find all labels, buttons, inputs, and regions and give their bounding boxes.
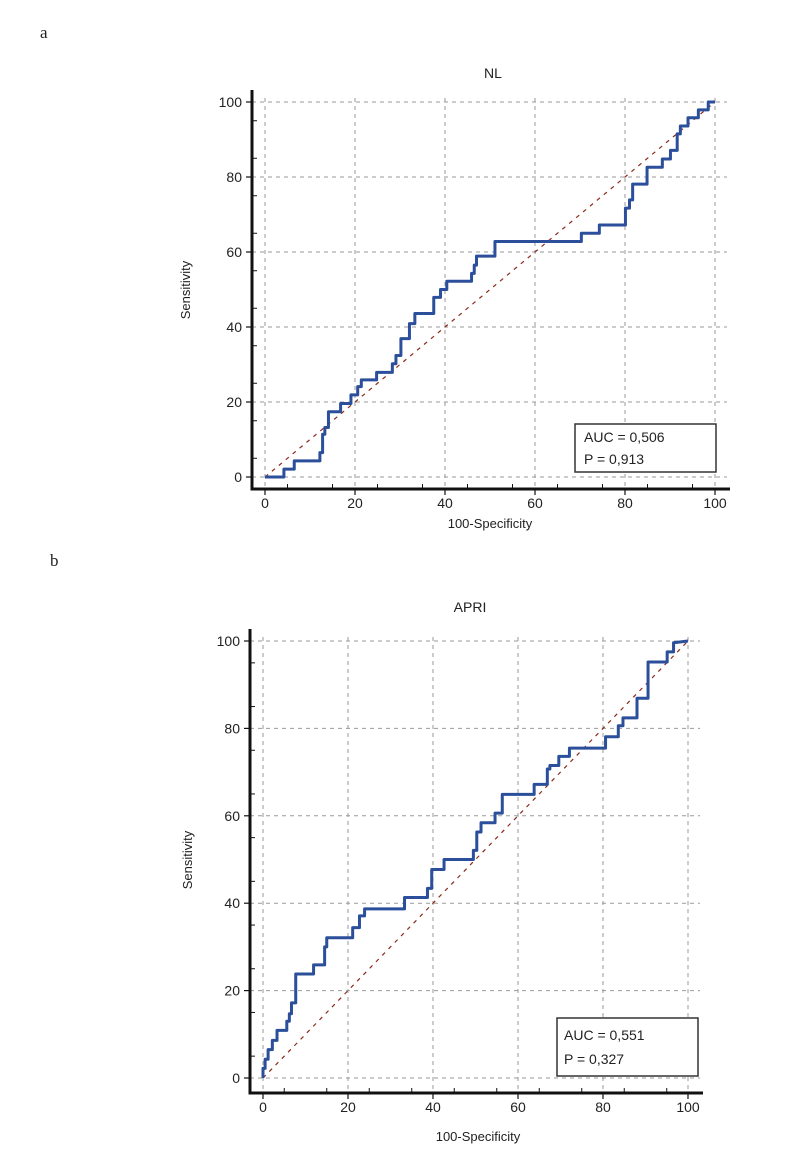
panel-label-b: b	[50, 551, 59, 570]
y-tick-label: 0	[234, 469, 242, 485]
roc-curve	[265, 100, 715, 479]
x-tick-label: 0	[259, 1099, 267, 1115]
grid: 0 20 40 60 80 100 0 20 40 60 80 100	[219, 90, 730, 511]
grid: 0 20 40 60 80 100 0 20 40 60 80 100	[217, 629, 703, 1115]
x-tick-label: 40	[437, 495, 453, 511]
reference-diagonal	[262, 640, 689, 1079]
x-tick-label: 100	[703, 495, 727, 511]
roc-curve	[261, 639, 689, 1078]
y-tick-label: 60	[226, 244, 242, 260]
chart-title: APRI	[454, 599, 487, 615]
x-tick-label: 60	[527, 495, 543, 511]
annotation-box	[556, 1017, 699, 1077]
roc-chart-apri: 0 20 40 60 80 100 0 20 40 60 80 100 APRI 100-Specif…	[180, 599, 703, 1144]
roc-chart-nl: 0 20 40 60 80 100 0 20 40 60 80 100 NL 100-Specific…	[178, 65, 730, 531]
y-tick-label: 20	[224, 983, 240, 999]
y-tick-label: 100	[219, 94, 243, 110]
y-tick-label: 0	[232, 1070, 240, 1086]
y-tick-label: 60	[224, 808, 240, 824]
x-tick-label: 0	[261, 495, 269, 511]
panel-label-a: a	[40, 23, 48, 42]
y-axis-label: Sensitivity	[178, 260, 193, 319]
x-tick-label: 100	[676, 1099, 700, 1115]
y-tick-label: 80	[226, 169, 242, 185]
y-tick-label: 80	[224, 720, 240, 736]
reference-diagonal	[264, 101, 716, 478]
auc-label: AUC = 0,551	[564, 1027, 645, 1043]
chart-title: NL	[484, 65, 502, 81]
y-tick-label: 40	[226, 319, 242, 335]
p-value-label: P = 0,327	[564, 1051, 624, 1067]
x-tick-label: 80	[595, 1099, 611, 1115]
x-tick-label: 80	[617, 495, 633, 511]
y-tick-label: 100	[217, 633, 241, 649]
y-tick-label: 20	[226, 394, 242, 410]
x-axis-label: 100-Specificity	[448, 516, 533, 531]
auc-label: AUC = 0,506	[584, 429, 665, 445]
x-tick-label: 60	[510, 1099, 526, 1115]
x-tick-label: 40	[425, 1099, 441, 1115]
x-axis-label: 100-Specificity	[436, 1129, 521, 1144]
y-axis-label: Sensitivity	[180, 830, 195, 889]
y-tick-label: 40	[224, 895, 240, 911]
annotation-box	[574, 423, 717, 473]
p-value-label: P = 0,913	[584, 451, 644, 467]
x-tick-label: 20	[347, 495, 363, 511]
x-tick-label: 20	[340, 1099, 356, 1115]
